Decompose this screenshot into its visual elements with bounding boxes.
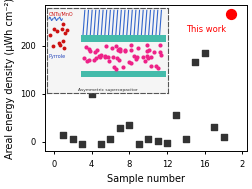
Point bbox=[165, 142, 169, 145]
Point bbox=[108, 138, 112, 141]
Text: This work: This work bbox=[186, 25, 226, 34]
Point bbox=[193, 61, 197, 64]
Point bbox=[80, 143, 84, 146]
Point bbox=[155, 139, 160, 142]
Point bbox=[137, 143, 141, 146]
Point bbox=[203, 51, 207, 54]
X-axis label: Sample number: Sample number bbox=[107, 174, 185, 184]
Point bbox=[184, 138, 188, 141]
Point bbox=[99, 143, 103, 146]
Point bbox=[118, 127, 122, 130]
Point bbox=[146, 138, 150, 141]
Y-axis label: Areal energy density (μWh cm⁻²): Areal energy density (μWh cm⁻²) bbox=[5, 0, 15, 159]
Point bbox=[174, 114, 178, 117]
Point bbox=[61, 134, 65, 137]
Point bbox=[90, 92, 94, 95]
Point bbox=[71, 138, 75, 141]
Point bbox=[229, 13, 233, 16]
Point bbox=[127, 123, 131, 126]
Point bbox=[212, 126, 216, 129]
Point bbox=[222, 135, 226, 138]
